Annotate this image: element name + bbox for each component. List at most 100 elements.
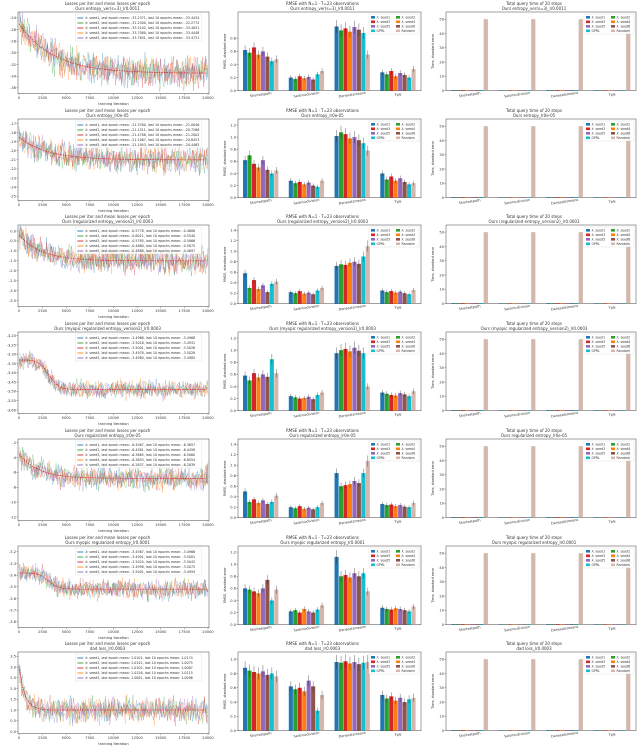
bar (474, 90, 479, 91)
bar (380, 72, 385, 91)
legend-entry: λ: seed4, last epoch mean: -3.4998, last… (85, 565, 195, 569)
legend-swatch (396, 340, 400, 344)
x-tick-label: 17500 (179, 523, 191, 527)
bar (555, 730, 560, 731)
legend-swatch (611, 656, 615, 659)
bar (320, 604, 325, 625)
legend-swatch (586, 558, 590, 562)
legend-entry: λ: seed1 (592, 442, 606, 446)
x-tick-label: 5000 (62, 736, 72, 740)
y-tick-label: 50 (439, 338, 444, 342)
legend-swatch (586, 29, 590, 33)
bar (546, 410, 551, 411)
category-label: Denseatsmeans (551, 197, 579, 205)
y-tick-label: 0.8 (230, 474, 236, 478)
time-panel: Total query time of 20 steps Ours (myopic… (428, 320, 640, 427)
bar (455, 410, 461, 411)
legend-entry: λ: seed1 (377, 15, 391, 19)
bar (560, 623, 565, 625)
bar (293, 293, 298, 305)
bar (347, 351, 353, 411)
legend-swatch (371, 242, 375, 246)
rmse-panel: RMSE with N=1 · T=23 observations Ours my… (220, 534, 425, 641)
bar (402, 609, 407, 625)
legend-entry: λ: seed5 (592, 238, 606, 242)
y-tick-label: -3.3 (9, 561, 16, 565)
y-tick-label: 2.5 (10, 676, 16, 680)
bar (256, 673, 261, 731)
legend-swatch (396, 136, 400, 139)
loss-legend: λ: seed1, last epoch mean: -3.4567, last… (75, 547, 202, 575)
bar (560, 303, 565, 305)
legend-entry: λ: seed5, last epoch mean: -33.7631, las… (85, 36, 199, 40)
category-label: Seismicdivision (504, 198, 530, 206)
category-label: Seismicdivision (504, 518, 530, 526)
bar (393, 395, 398, 411)
bar (380, 392, 385, 411)
bar (578, 232, 583, 305)
bar (297, 291, 302, 305)
category-label: Shortestpath (458, 625, 480, 632)
legend-box (75, 654, 202, 682)
y-tick-label: 0.6 (230, 484, 236, 488)
bar (555, 410, 560, 411)
bar (269, 284, 274, 305)
legend-swatch (586, 660, 590, 664)
y-axis-label: Time, standard error (431, 353, 435, 389)
y-tick-label: -28 (10, 39, 17, 43)
bar (352, 347, 357, 411)
bar (243, 375, 248, 411)
bar (288, 396, 293, 411)
y-tick-label: 0.8 (230, 574, 236, 578)
loss-legend: λ: seed1, last epoch mean: -6.4567, last… (75, 440, 202, 468)
x-tick-label: 17500 (179, 416, 191, 420)
bar (243, 273, 248, 305)
bar (356, 350, 361, 411)
legend-swatch (611, 456, 615, 459)
bar (550, 303, 556, 305)
legend-swatch (371, 136, 375, 139)
bar (247, 380, 252, 411)
legend-entry: λ: seed4 (402, 20, 416, 24)
rmse-panel: RMSE with N=1 · T=23 observations Ours en… (220, 0, 425, 107)
legend-swatch (586, 238, 590, 241)
panel-title: Total query time of 20 steps (506, 427, 562, 433)
legend-swatch (371, 456, 375, 459)
category-label: Tpls (607, 306, 616, 311)
legend-entry: λ: seed6 (617, 344, 631, 348)
y-tick-label: 50 (439, 124, 444, 128)
y-tick-label: -24 (10, 16, 17, 20)
bar (293, 397, 298, 411)
bar (247, 670, 252, 731)
bar (311, 509, 316, 518)
bar (320, 695, 325, 731)
bar (338, 264, 344, 305)
loss-panel: Losses per iter and mean losses per epoc… (0, 640, 215, 747)
category-label: Denseatsmeans (338, 411, 366, 419)
bar (380, 173, 385, 198)
panel-title: Total query time of 20 steps (506, 214, 562, 220)
bar (483, 552, 488, 625)
category-label: Seismicdivision (293, 411, 319, 419)
bar (621, 410, 626, 411)
legend-entry: λ: seed2, last epoch mean: -6.4561, last… (85, 448, 195, 452)
bar (560, 516, 565, 518)
bar (398, 697, 403, 731)
category-label: Tpls (393, 306, 402, 311)
time-legend: λ: seed1 λ: seed2 λ: seed3 λ: seed4 λ: seed5… (583, 547, 635, 568)
legend-swatch (611, 127, 615, 130)
bar (546, 196, 551, 198)
bar (402, 293, 407, 305)
y-tick-label: 0.6 (230, 50, 236, 54)
y-tick-label: 0.6 (230, 586, 236, 590)
bar (531, 445, 536, 518)
category-label: Denseatsmeans (551, 304, 579, 312)
legend-entry: λ: seed2 (402, 229, 416, 233)
bar (315, 395, 320, 411)
y-tick-label: -3.40 (7, 371, 17, 375)
bar (293, 508, 298, 518)
legend-swatch (371, 549, 375, 553)
x-axis-label: training iteration (98, 742, 128, 746)
legend-entry: λ: seed1 (592, 229, 606, 233)
rmse-legend: λ: seed1 λ: seed2 λ: seed3 λ: seed4 λ: seed5… (368, 547, 420, 568)
